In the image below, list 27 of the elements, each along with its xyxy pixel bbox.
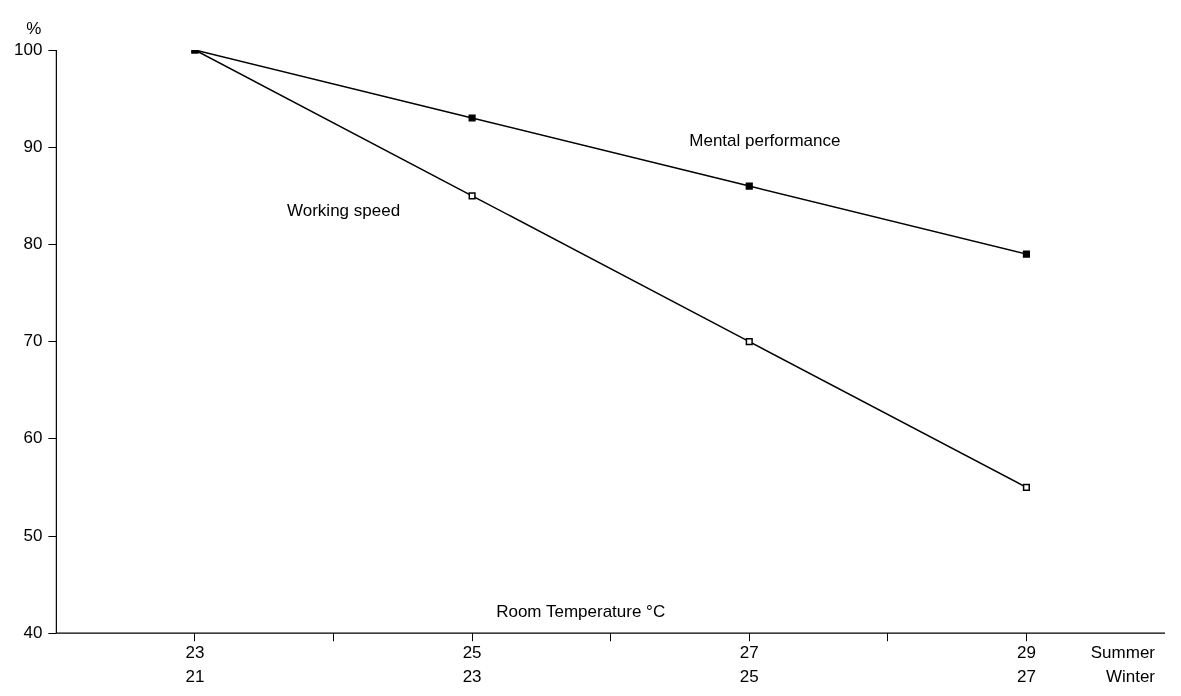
x2-tick-label: 25	[739, 667, 759, 687]
y-tick-label: 80	[23, 234, 43, 254]
x2-tick-label: 27	[1016, 667, 1036, 687]
x-axis-title: Room Temperature °C	[496, 602, 666, 622]
y-axis-title: %	[26, 19, 42, 39]
y-tick-label: 50	[23, 525, 43, 545]
x2-tick-label: 23	[462, 667, 482, 687]
series-label: Mental performance	[689, 130, 841, 150]
point	[468, 114, 476, 122]
y-tick-label: 100	[13, 39, 43, 59]
x-tick-label: 23	[185, 643, 205, 663]
point	[468, 192, 476, 200]
x-tick-label: 29	[1016, 643, 1036, 663]
y-tick-label: 90	[23, 136, 43, 156]
text: Winter	[1105, 667, 1156, 687]
x2-tick-label: 21	[185, 667, 205, 687]
y-tick-label: 60	[23, 428, 43, 448]
point	[745, 338, 753, 346]
x-tick-label: 25	[462, 643, 482, 663]
point	[1022, 250, 1030, 258]
point	[745, 182, 753, 190]
point	[1022, 483, 1030, 491]
text: Summer	[1090, 642, 1156, 662]
y-tick-label: 70	[23, 331, 43, 351]
text: Working speed	[287, 201, 401, 221]
y-tick-label: 40	[23, 622, 43, 642]
x-tick-label: 27	[739, 643, 759, 663]
